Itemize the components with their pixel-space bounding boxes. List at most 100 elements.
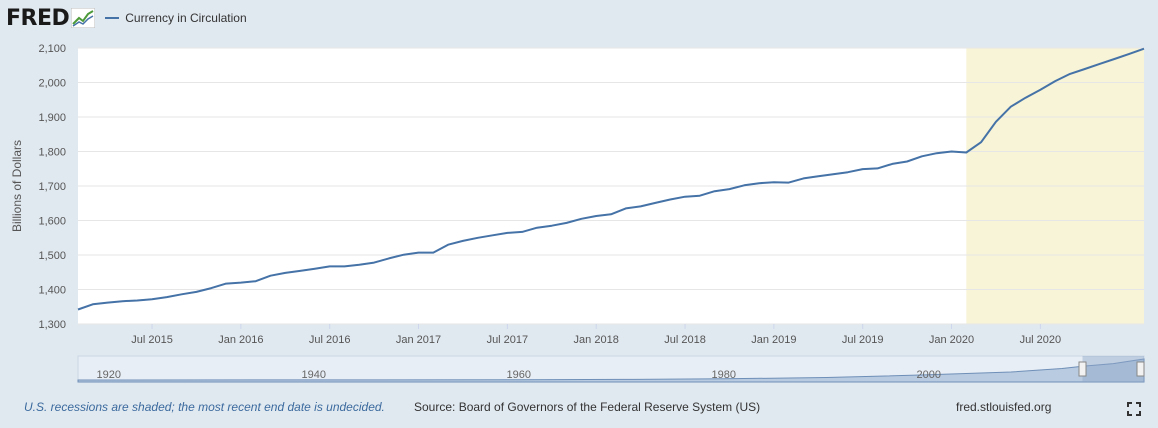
data-point[interactable] — [578, 216, 584, 222]
x-tick-label: Jul 2015 — [131, 334, 173, 346]
x-tick-label: Jul 2018 — [664, 334, 706, 346]
data-point[interactable] — [134, 298, 140, 304]
data-point[interactable] — [1052, 78, 1058, 84]
data-point[interactable] — [904, 159, 910, 165]
data-point[interactable] — [726, 186, 732, 192]
data-point[interactable] — [416, 250, 422, 256]
data-point[interactable] — [149, 296, 155, 302]
data-point[interactable] — [771, 179, 777, 185]
data-point[interactable] — [386, 255, 392, 261]
data-point[interactable] — [297, 268, 303, 274]
data-point[interactable] — [564, 220, 570, 226]
data-point[interactable] — [327, 263, 333, 269]
data-point[interactable] — [934, 150, 940, 156]
data-point[interactable] — [682, 194, 688, 200]
data-point[interactable] — [815, 173, 821, 179]
navigator-area — [77, 358, 1145, 383]
data-point[interactable] — [741, 182, 747, 188]
data-point[interactable] — [119, 298, 125, 304]
data-point[interactable] — [75, 307, 81, 313]
data-point[interactable] — [371, 260, 377, 266]
data-point[interactable] — [90, 301, 96, 307]
data-point[interactable] — [963, 150, 969, 156]
data-point[interactable] — [652, 200, 658, 206]
series-line-currency-in-circulation[interactable] — [77, 47, 1145, 311]
data-point[interactable] — [1023, 95, 1029, 101]
y-tick-label: 2,000 — [38, 78, 66, 90]
data-point[interactable] — [919, 153, 925, 159]
data-point[interactable] — [223, 281, 229, 287]
navigator-handle-left[interactable] — [1078, 361, 1087, 377]
grid-lines — [78, 47, 1144, 325]
data-point[interactable] — [460, 238, 466, 244]
data-point[interactable] — [667, 196, 673, 202]
data-point[interactable] — [179, 291, 185, 297]
y-tick-label: 1,600 — [38, 216, 66, 228]
navigator-tick-label: 2000 — [917, 369, 941, 381]
data-point[interactable] — [1067, 71, 1073, 77]
data-point[interactable] — [1126, 51, 1132, 57]
data-point[interactable] — [1141, 46, 1147, 52]
data-point[interactable] — [238, 280, 244, 286]
navigator-selection[interactable] — [1082, 356, 1145, 382]
fred-logo[interactable]: FRED — [6, 5, 70, 31]
fred-logo-graph-icon[interactable] — [71, 8, 96, 28]
legend-label[interactable]: Currency in Circulation — [125, 11, 247, 25]
data-point[interactable] — [356, 262, 362, 268]
data-point[interactable] — [1008, 104, 1014, 110]
navigator-handle-right[interactable] — [1136, 361, 1145, 377]
data-point[interactable] — [638, 203, 644, 209]
x-tick-label: Jul 2016 — [309, 334, 351, 346]
data-point[interactable] — [490, 232, 496, 238]
data-point[interactable] — [1082, 66, 1088, 72]
data-point[interactable] — [549, 223, 555, 229]
data-point[interactable] — [875, 165, 881, 171]
data-point[interactable] — [712, 188, 718, 194]
data-point[interactable] — [267, 273, 273, 279]
data-point[interactable] — [475, 235, 481, 241]
data-point[interactable] — [1111, 56, 1117, 62]
line-chart[interactable]: 1,300 1,400 1,500 1,600 1,700 1,800 1,900 2,000… — [0, 0, 1158, 396]
y-tick-label: 1,800 — [38, 147, 66, 159]
data-point[interactable] — [830, 171, 836, 177]
data-point[interactable] — [534, 225, 540, 231]
data-point[interactable] — [608, 211, 614, 217]
x-tick-label: Jul 2017 — [487, 334, 529, 346]
data-point[interactable] — [978, 139, 984, 145]
data-point[interactable] — [697, 193, 703, 199]
navigator[interactable]: 1920 1940 1960 1980 2000 — [77, 355, 1145, 383]
y-tick-label: 2,100 — [38, 43, 66, 55]
data-point[interactable] — [342, 263, 348, 269]
recession-note: U.S. recessions are shaded; the most rec… — [24, 400, 385, 414]
fred-url-link[interactable]: fred.stlouisfed.org — [956, 400, 1052, 414]
data-point[interactable] — [312, 266, 318, 272]
data-point[interactable] — [208, 285, 214, 291]
x-tick-label: Jan 2020 — [929, 334, 974, 346]
fullscreen-icon[interactable] — [1127, 402, 1141, 416]
data-point[interactable] — [445, 242, 451, 248]
data-point[interactable] — [845, 169, 851, 175]
x-tick-label: Jan 2017 — [396, 334, 441, 346]
data-point[interactable] — [860, 166, 866, 172]
data-point[interactable] — [1097, 61, 1103, 67]
data-point[interactable] — [401, 252, 407, 258]
data-point[interactable] — [519, 229, 525, 235]
navigator-tick-label: 1940 — [302, 369, 326, 381]
data-point[interactable] — [105, 300, 111, 306]
data-point[interactable] — [786, 180, 792, 186]
data-point[interactable] — [164, 294, 170, 300]
data-point[interactable] — [623, 205, 629, 211]
data-point[interactable] — [1037, 87, 1043, 93]
data-point[interactable] — [593, 213, 599, 219]
data-point[interactable] — [430, 250, 436, 256]
data-point[interactable] — [889, 161, 895, 167]
data-point[interactable] — [253, 278, 259, 284]
data-point[interactable] — [949, 149, 955, 155]
data-point[interactable] — [282, 270, 288, 276]
data-point[interactable] — [800, 175, 806, 181]
x-axis-ticks: Jul 2015 Jan 2016 Jul 2016 Jan 2017 Jul 2017… — [131, 324, 1061, 346]
data-point[interactable] — [993, 119, 999, 125]
data-point[interactable] — [504, 230, 510, 236]
data-point[interactable] — [756, 180, 762, 186]
data-point[interactable] — [193, 289, 199, 295]
